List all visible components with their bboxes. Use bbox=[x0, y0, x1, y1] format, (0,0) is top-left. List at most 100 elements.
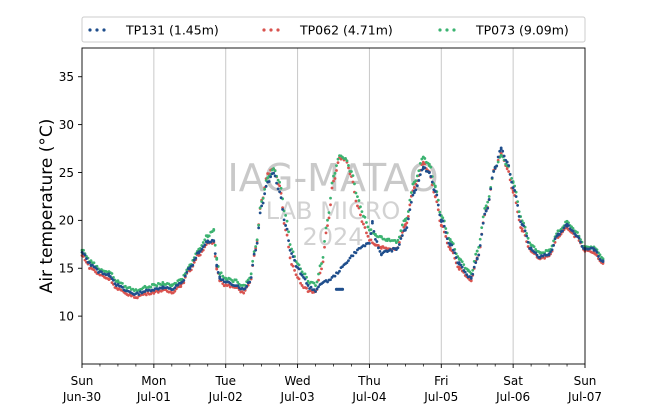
data-point bbox=[393, 239, 397, 242]
x-tick-label-day: Sun bbox=[71, 374, 94, 388]
data-point bbox=[332, 179, 335, 183]
data-point bbox=[327, 211, 331, 214]
data-point bbox=[203, 238, 207, 242]
data-point bbox=[254, 248, 258, 252]
x-tick-label-date: Jul-01 bbox=[136, 390, 171, 404]
data-point bbox=[245, 284, 249, 288]
data-point bbox=[251, 259, 255, 263]
data-point bbox=[109, 275, 112, 278]
data-point bbox=[499, 146, 503, 150]
data-point bbox=[513, 189, 517, 192]
data-point bbox=[251, 263, 255, 267]
data-point bbox=[394, 240, 398, 244]
legend-marker bbox=[438, 28, 442, 32]
data-point bbox=[360, 220, 364, 224]
data-point bbox=[420, 157, 424, 161]
data-point bbox=[498, 149, 502, 153]
data-point bbox=[257, 223, 261, 227]
data-point bbox=[347, 164, 350, 167]
x-tick-label-day: Sun bbox=[574, 374, 597, 388]
data-point bbox=[558, 232, 561, 236]
data-point bbox=[406, 217, 410, 221]
data-point bbox=[429, 175, 433, 178]
x-tick-label-day: Mon bbox=[141, 374, 166, 388]
data-point bbox=[601, 260, 605, 263]
data-point bbox=[348, 172, 352, 176]
data-point bbox=[438, 213, 442, 217]
data-point bbox=[409, 191, 413, 194]
data-point bbox=[414, 188, 418, 192]
data-point bbox=[255, 238, 259, 242]
data-point bbox=[436, 208, 440, 212]
data-point bbox=[317, 285, 320, 289]
data-point bbox=[300, 270, 304, 274]
data-point bbox=[344, 157, 347, 160]
series-2 bbox=[80, 154, 605, 293]
data-point bbox=[477, 253, 481, 257]
data-point bbox=[112, 278, 115, 282]
data-point bbox=[369, 238, 373, 242]
data-point bbox=[438, 210, 442, 214]
data-point bbox=[552, 239, 555, 243]
data-point bbox=[155, 284, 159, 288]
data-point bbox=[351, 254, 355, 258]
data-point bbox=[254, 245, 258, 248]
data-point bbox=[281, 207, 284, 211]
data-point bbox=[514, 195, 518, 198]
data-point bbox=[305, 282, 308, 285]
data-point bbox=[269, 175, 273, 179]
legend-marker bbox=[95, 28, 99, 32]
data-series bbox=[80, 146, 605, 300]
data-point bbox=[309, 285, 313, 289]
data-point bbox=[88, 261, 91, 265]
data-point bbox=[149, 285, 153, 289]
data-point bbox=[417, 169, 421, 173]
data-point bbox=[567, 224, 570, 227]
data-point bbox=[121, 282, 124, 285]
data-point bbox=[92, 268, 96, 272]
data-point bbox=[579, 240, 582, 244]
data-point bbox=[290, 252, 293, 255]
legend-label: TP062 (4.71m) bbox=[299, 23, 393, 38]
data-point bbox=[323, 245, 326, 249]
data-point bbox=[414, 179, 418, 183]
data-point bbox=[427, 170, 431, 174]
data-point bbox=[516, 204, 520, 207]
data-point bbox=[288, 248, 292, 252]
data-point bbox=[278, 190, 282, 194]
data-point bbox=[321, 256, 325, 259]
data-point bbox=[571, 226, 575, 230]
data-point bbox=[408, 208, 412, 212]
data-point bbox=[478, 237, 482, 241]
data-point bbox=[294, 273, 298, 277]
data-point bbox=[291, 255, 295, 258]
data-point bbox=[465, 273, 469, 277]
data-point bbox=[221, 282, 225, 286]
data-point bbox=[510, 176, 514, 180]
data-point bbox=[330, 186, 334, 190]
data-point bbox=[144, 293, 148, 297]
data-point bbox=[510, 180, 514, 184]
data-point bbox=[492, 170, 496, 173]
data-point bbox=[255, 241, 259, 245]
data-point bbox=[246, 278, 250, 282]
data-point bbox=[374, 238, 377, 241]
data-point bbox=[475, 257, 479, 260]
data-point bbox=[192, 258, 196, 262]
legend-marker bbox=[262, 28, 266, 32]
data-point bbox=[534, 251, 537, 255]
data-point bbox=[412, 191, 416, 195]
x-tick-label-day: Thu bbox=[357, 374, 381, 388]
data-point bbox=[192, 261, 196, 264]
data-point bbox=[288, 256, 292, 260]
data-point bbox=[400, 234, 404, 237]
data-point bbox=[285, 219, 289, 223]
data-point bbox=[354, 199, 358, 203]
data-point bbox=[258, 206, 262, 210]
data-point bbox=[273, 174, 277, 178]
data-point bbox=[191, 263, 195, 267]
data-point bbox=[475, 249, 479, 253]
data-point bbox=[444, 231, 448, 234]
data-point bbox=[429, 165, 433, 169]
data-point bbox=[275, 181, 279, 185]
